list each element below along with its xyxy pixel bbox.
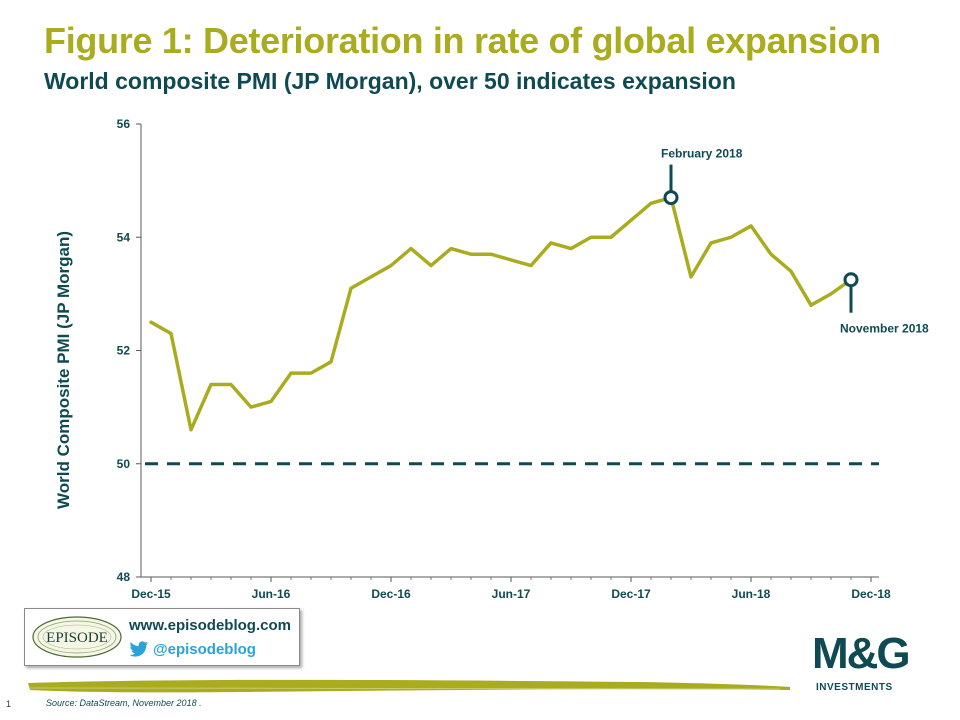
page-title: Figure 1: Deterioration in rate of globa…	[44, 20, 881, 61]
y-tick-label: 52	[117, 344, 131, 358]
pmi-series	[149, 195, 853, 432]
footer-brush-stroke	[28, 679, 790, 693]
episode-blog-banner[interactable]: EPISODE www.episodeblog.com @episodeblog	[24, 608, 300, 666]
y-axis-ticks: 48 50 52 54 56	[117, 117, 141, 584]
annotation-label: November 2018	[840, 322, 929, 336]
episode-badge-text: EPISODE	[46, 630, 108, 646]
page-number: 1	[6, 699, 12, 709]
page-subtitle: World composite PMI (JP Morgan), over 50…	[44, 68, 736, 94]
website-link[interactable]: www.episodeblog.com	[129, 617, 291, 634]
x-tick-label: Jun-16	[252, 587, 291, 601]
y-tick-label: 56	[117, 117, 131, 131]
mg-brand-mark: M&G	[812, 629, 911, 678]
mg-investments-logo: M&G INVESTMENTS	[808, 632, 930, 700]
mg-brand-sub: INVESTMENTS	[816, 682, 893, 693]
x-axis-ticks: Dec-15 Jun-16 Dec-16 Jun-17 Dec-17 Jun-18 Dec-…	[131, 577, 891, 601]
x-tick-label: Dec-16	[371, 587, 411, 601]
x-tick-label: Jun-17	[492, 587, 531, 601]
y-tick-label: 50	[117, 457, 131, 471]
twitter-icon	[129, 640, 149, 657]
x-tick-label: Jun-18	[732, 587, 771, 601]
x-tick-label: Dec-15	[131, 587, 171, 601]
chart-axes	[140, 124, 879, 578]
source-note: Source: DataStream, November 2018 .	[46, 698, 202, 708]
x-tick-label: Dec-17	[611, 587, 651, 601]
y-axis-label: World Composite PMI (JP Morgan)	[54, 231, 73, 509]
annotation-marker	[843, 272, 859, 288]
annotation-marker	[663, 190, 679, 206]
twitter-link[interactable]: @episodeblog	[129, 639, 256, 659]
chart-annotations: February 2018 November 2018	[661, 147, 929, 336]
pmi-series-line	[149, 195, 853, 432]
x-tick-label: Dec-18	[851, 587, 891, 601]
annotation-label: February 2018	[661, 147, 743, 161]
twitter-handle: @episodeblog	[153, 640, 256, 658]
y-tick-label: 54	[117, 230, 131, 244]
episode-badge: EPISODE	[32, 616, 122, 658]
y-tick-label: 48	[117, 570, 131, 584]
